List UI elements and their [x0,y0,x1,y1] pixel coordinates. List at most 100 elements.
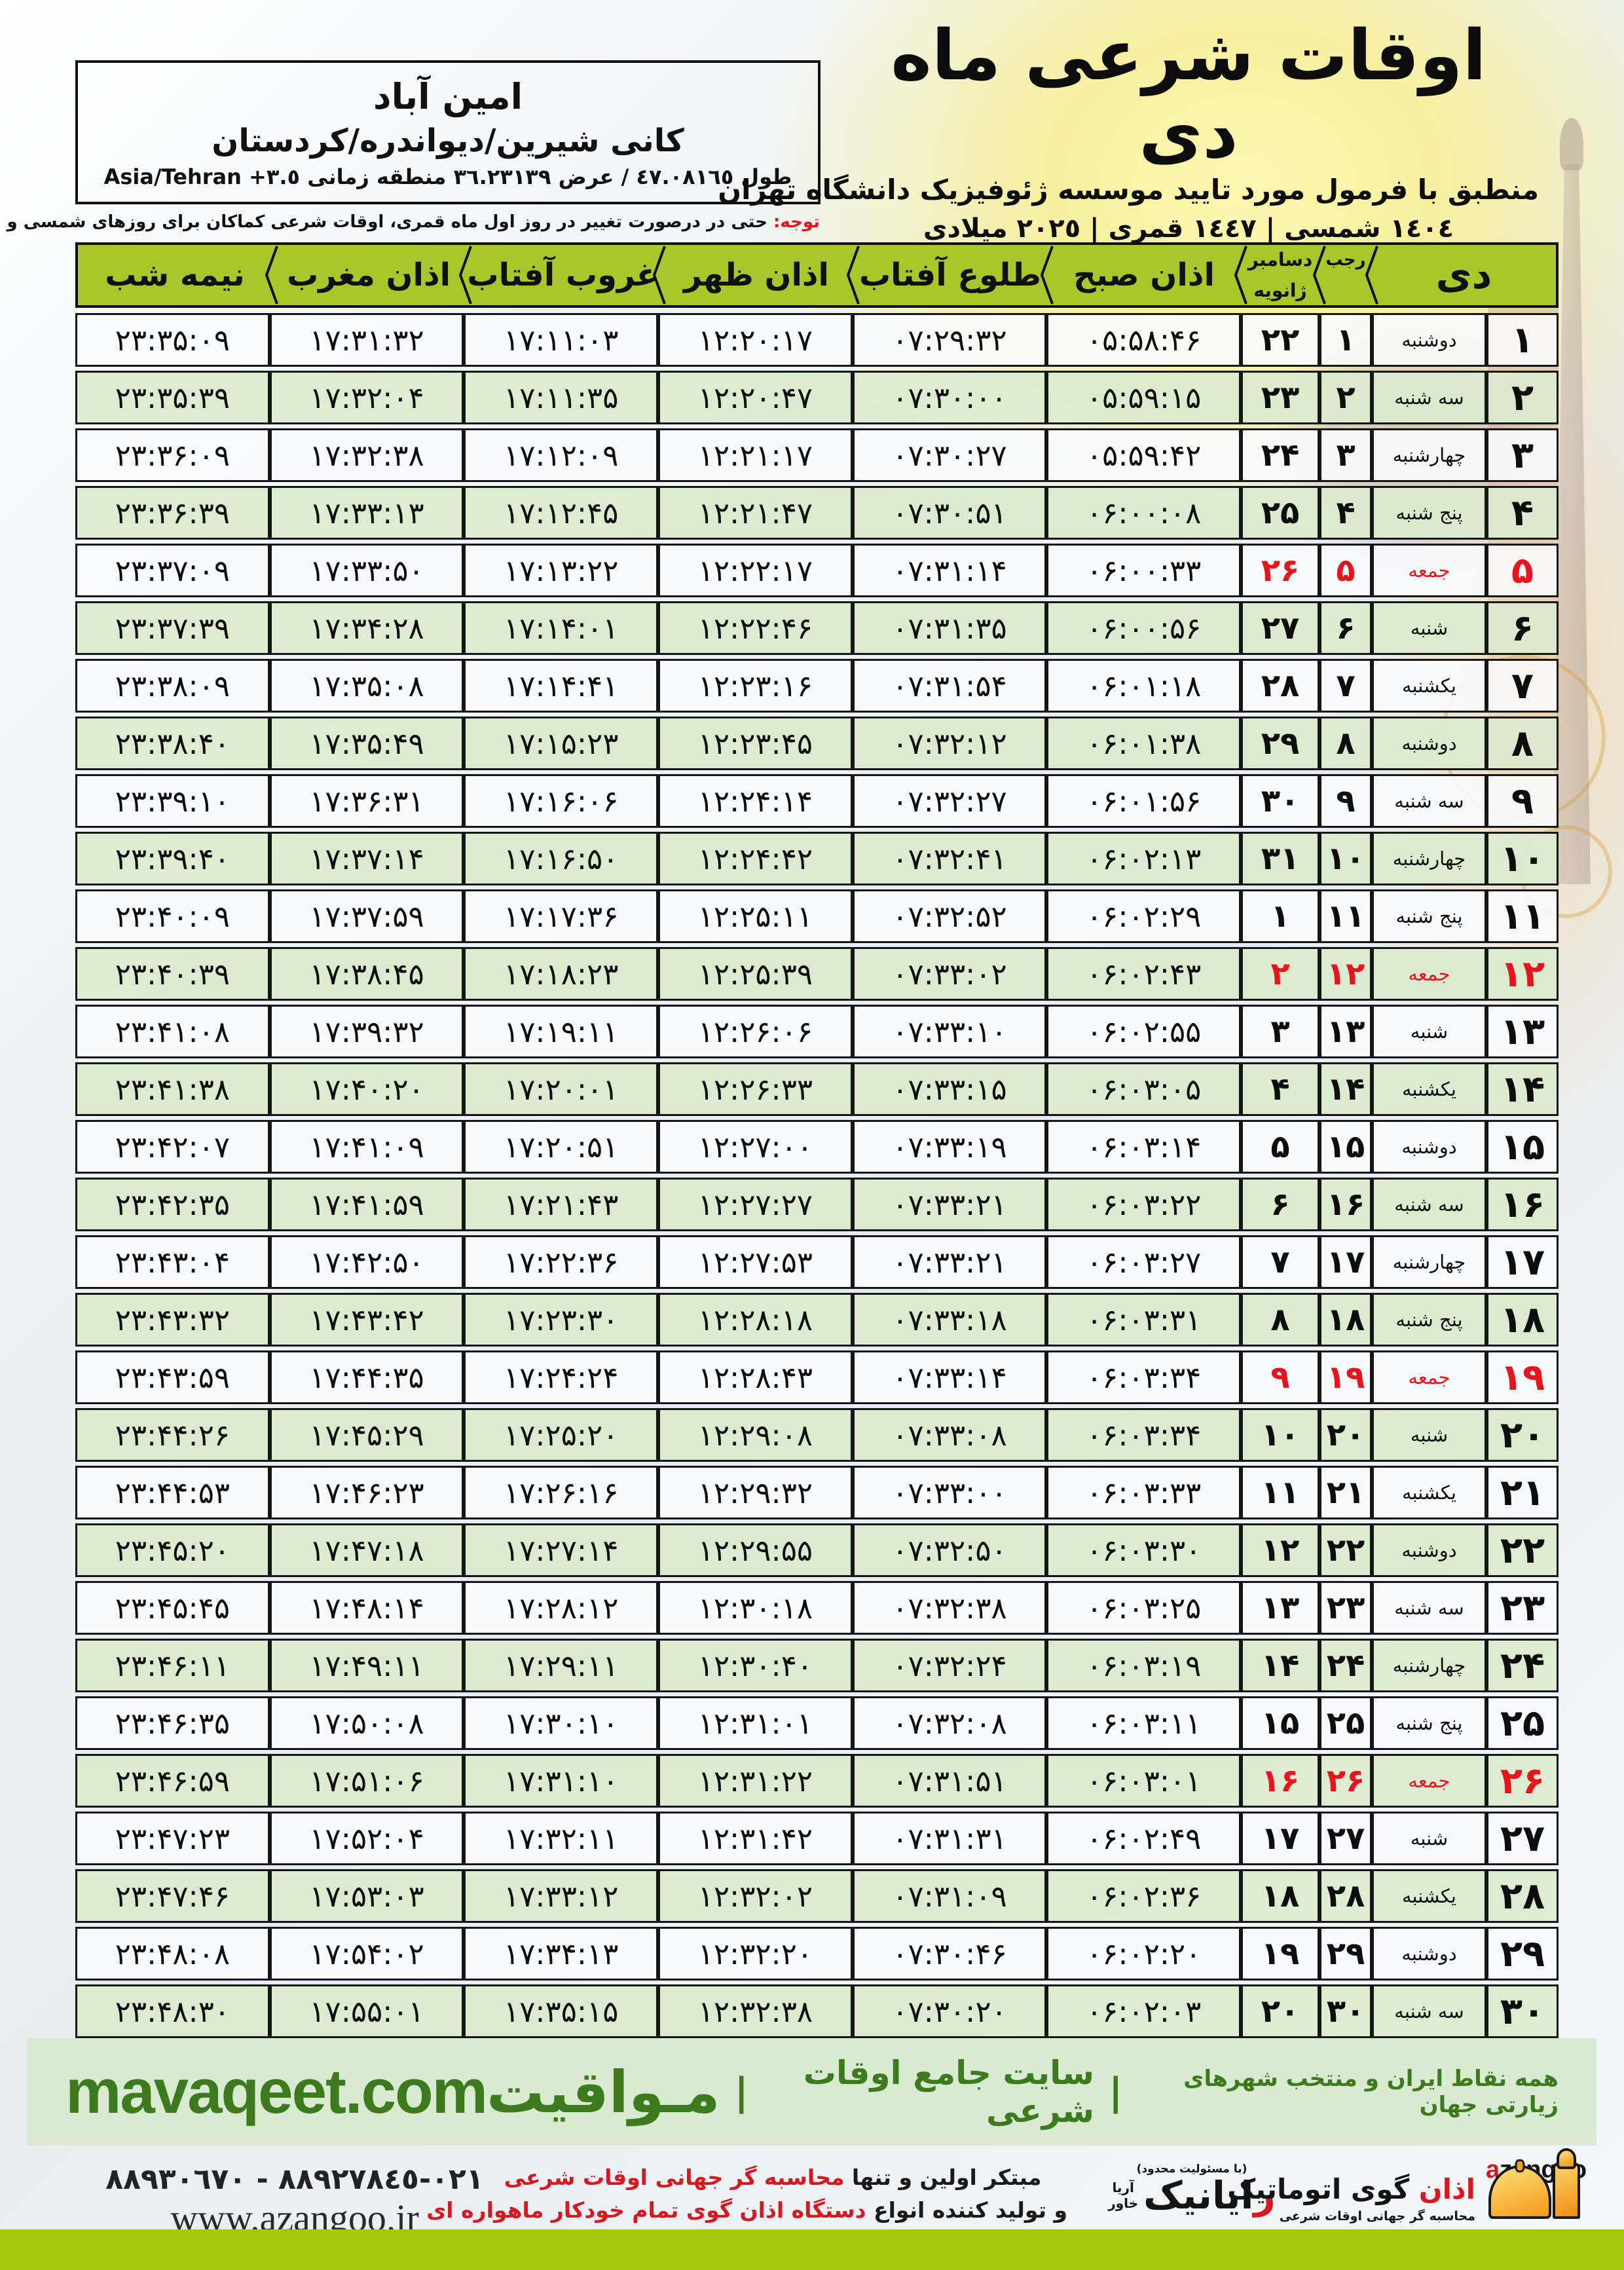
footer-tagline-1: سایت جامع اوقات شرعی [803,2054,1095,2130]
dey-label: دی [1435,252,1492,298]
dey-day-cell: ۲۵ [1486,1696,1559,1750]
midnight-time-cell: ۲۳:۴۲:۳۵ [75,1178,270,1231]
weekday-cell: پنج شنبه [1372,889,1486,943]
dey-day-cell: ۱۷ [1486,1235,1559,1289]
column-header-dey: دی [1365,245,1556,305]
fajr-time-cell: ۰۶:۰۳:۳۱ [1046,1293,1241,1347]
sunset-time-cell: ۱۷:۱۳:۲۲ [464,544,659,597]
rayanik-rest: ایانیک [1143,2173,1254,2218]
fajr-time-cell: ۰۶:۰۲:۱۳ [1046,832,1241,885]
maghrib-time-cell: ۱۷:۴۹:۱۱ [269,1639,464,1692]
rajab-day-cell: ۲۵ [1320,1696,1372,1750]
column-header-maghrib: اذان مغرب [265,245,466,305]
weekday-cell: چهارشنبه [1372,1639,1486,1692]
fajr-time-cell: ۰۵:۵۸:۴۶ [1046,313,1241,367]
table-row: ۱۴ یکشنبه ۱۴ ۴ ۰۶:۰۳:۰۵ ۰۷:۳۳:۱۵ ۱۲:۲۶:۳… [75,1062,1559,1116]
sunset-time-cell: ۱۷:۲۴:۲۴ [464,1350,659,1404]
maghrib-time-cell: ۱۷:۳۲:۳۸ [269,428,464,482]
fajr-time-cell: ۰۶:۰۲:۵۵ [1046,1005,1241,1058]
location-name: امین آباد [373,75,523,117]
dhuhr-time-cell: ۱۲:۳۱:۲۲ [658,1754,853,1808]
table-row: ۱ دوشنبه ۱ ۲۲ ۰۵:۵۸:۴۶ ۰۷:۲۹:۳۲ ۱۲:۲۰:۱۷… [75,313,1559,367]
dey-day-cell: ۱۱ [1486,889,1559,943]
table-row: ۲۸ یکشنبه ۲۸ ۱۸ ۰۶:۰۲:۳۶ ۰۷:۳۱:۰۹ ۱۲:۳۲:… [75,1869,1559,1923]
dey-day-cell: ۱۹ [1486,1350,1559,1404]
rayanik-name-row: رایانیک آریا خاور [1100,2176,1283,2216]
rajab-day-cell: ۱۳ [1320,1005,1372,1058]
dhuhr-time-cell: ۱۲:۲۷:۰۰ [658,1120,853,1174]
dey-day-cell: ۳ [1486,428,1559,482]
gregorian-day-cell: ۲۰ [1241,1984,1320,2038]
dhuhr-time-cell: ۱۲:۲۱:۴۷ [658,486,853,540]
weekday-cell: دوشنبه [1372,1120,1486,1174]
sunset-time-cell: ۱۷:۱۱:۳۵ [464,371,659,424]
maghrib-time-cell: ۱۷:۳۱:۳۲ [269,313,464,367]
gregorian-day-cell: ۶ [1241,1178,1320,1231]
fajr-time-cell: ۰۵:۵۹:۴۲ [1046,428,1241,482]
mavaqeet-url[interactable]: mavaqeet.com [65,2056,488,2127]
sunrise-time-cell: ۰۷:۳۱:۱۴ [852,544,1047,597]
maghrib-time-cell: ۱۷:۵۰:۰۸ [269,1696,464,1750]
weekday-cell: چهارشنبه [1372,1235,1486,1289]
gregorian-day-cell: ۲۹ [1241,716,1320,770]
dhuhr-time-cell: ۱۲:۲۲:۱۷ [658,544,853,597]
midnight-label: نیمه شب [105,257,245,293]
dey-day-cell: ۴ [1486,486,1559,540]
gregorian-day-cell: ۳۱ [1241,832,1320,885]
page-subtitle: منطبق با فرمول مورد تایید موسسه ژئوفیزیک… [718,174,1539,206]
maghrib-time-cell: ۱۷:۴۸:۱۴ [269,1581,464,1635]
rajab-day-cell: ۱۰ [1320,832,1372,885]
weekday-cell: دوشنبه [1372,716,1486,770]
rajab-day-cell: ۱ [1320,313,1372,367]
dey-day-cell: ۲۶ [1486,1754,1559,1808]
azangoo-dome-icon: azangoo [1485,2155,1588,2223]
sunrise-time-cell: ۰۷:۳۱:۵۴ [852,659,1047,713]
rajab-day-cell: ۱۱ [1320,889,1372,943]
fajr-time-cell: ۰۶:۰۳:۰۱ [1046,1754,1241,1808]
sunset-time-cell: ۱۷:۱۴:۰۱ [464,601,659,655]
midnight-time-cell: ۲۳:۴۰:۳۹ [75,947,270,1001]
fajr-time-cell: ۰۶:۰۲:۲۰ [1046,1927,1241,1981]
midnight-time-cell: ۲۳:۳۸:۰۹ [75,659,270,713]
sunset-time-cell: ۱۷:۲۲:۳۶ [464,1235,659,1289]
azangoo-logo: azangoo اذان گوی اتوماتیک محاسبه گر جهان… [1227,2155,1588,2223]
table-row: ۲۴ چهارشنبه ۲۴ ۱۴ ۰۶:۰۳:۱۹ ۰۷:۳۲:۲۴ ۱۲:۳… [75,1639,1559,1692]
fajr-time-cell: ۰۵:۵۹:۱۵ [1046,371,1241,424]
location-box: امین آباد کانی شیرین/دیواندره/کردستان طو… [75,60,821,204]
gregorian-day-cell: ۲۳ [1241,371,1320,424]
midnight-time-cell: ۲۳:۳۵:۳۹ [75,371,270,424]
maghrib-time-cell: ۱۷:۴۴:۳۵ [269,1350,464,1404]
midnight-time-cell: ۲۳:۴۴:۵۳ [75,1466,270,1519]
rajab-day-cell: ۲۶ [1320,1754,1372,1808]
rayanik-initial: ر [1253,2173,1276,2218]
table-row: ۱۱ پنج شنبه ۱۱ ۱ ۰۶:۰۲:۲۹ ۰۷:۳۲:۵۲ ۱۲:۲۵… [75,889,1559,943]
sunrise-time-cell: ۰۷:۲۹:۳۲ [852,313,1047,367]
rajab-day-cell: ۲۰ [1320,1408,1372,1462]
sunrise-time-cell: ۰۷:۳۳:۱۸ [852,1293,1047,1347]
midnight-time-cell: ۲۳:۳۷:۳۹ [75,601,270,655]
notice-text: حتی در درصورت تغییر در روز اول ماه قمری،… [0,212,767,232]
gregorian-day-cell: ۱۷ [1241,1812,1320,1865]
sunset-time-cell: ۱۷:۳۴:۱۳ [464,1927,659,1981]
sunset-time-cell: ۱۷:۱۸:۲۳ [464,947,659,1001]
phone-numbers: ٠٢١-٨٨٩٢٧٨٤٥ - ٨٨٩٣٠٦٧٠ [105,2163,484,2196]
weekday-cell: شنبه [1372,601,1486,655]
table-row: ۳۰ سه شنبه ۳۰ ۲۰ ۰۶:۰۲:۰۳ ۰۷:۳۰:۲۰ ۱۲:۳۲… [75,1984,1559,2038]
gregorian-day-cell: ۱۶ [1241,1754,1320,1808]
sunset-time-cell: ۱۷:۳۱:۱۰ [464,1754,659,1808]
midnight-time-cell: ۲۳:۴۸:۰۸ [75,1927,270,1981]
maghrib-time-cell: ۱۷:۳۹:۳۲ [269,1005,464,1058]
midnight-time-cell: ۲۳:۴۶:۱۱ [75,1639,270,1692]
dhuhr-time-cell: ۱۲:۳۲:۳۸ [658,1984,853,2038]
footer-divider: | [1109,2070,1123,2114]
gregorian-day-cell: ۳ [1241,1005,1320,1058]
rajab-day-cell: ۲۳ [1320,1581,1372,1635]
dhuhr-time-cell: ۱۲:۲۷:۲۷ [658,1178,853,1231]
gregorian-day-cell: ۲۶ [1241,544,1320,597]
midnight-time-cell: ۲۳:۴۳:۳۲ [75,1293,270,1347]
sunset-time-cell: ۱۷:۱۶:۵۰ [464,832,659,885]
dey-day-cell: ۹ [1486,774,1559,828]
gregorian-day-cell: ۱۹ [1241,1927,1320,1981]
column-header-midnight: نیمه شب [78,245,272,305]
slogan-2-black: و تولید کننده انواع [866,2197,1067,2223]
